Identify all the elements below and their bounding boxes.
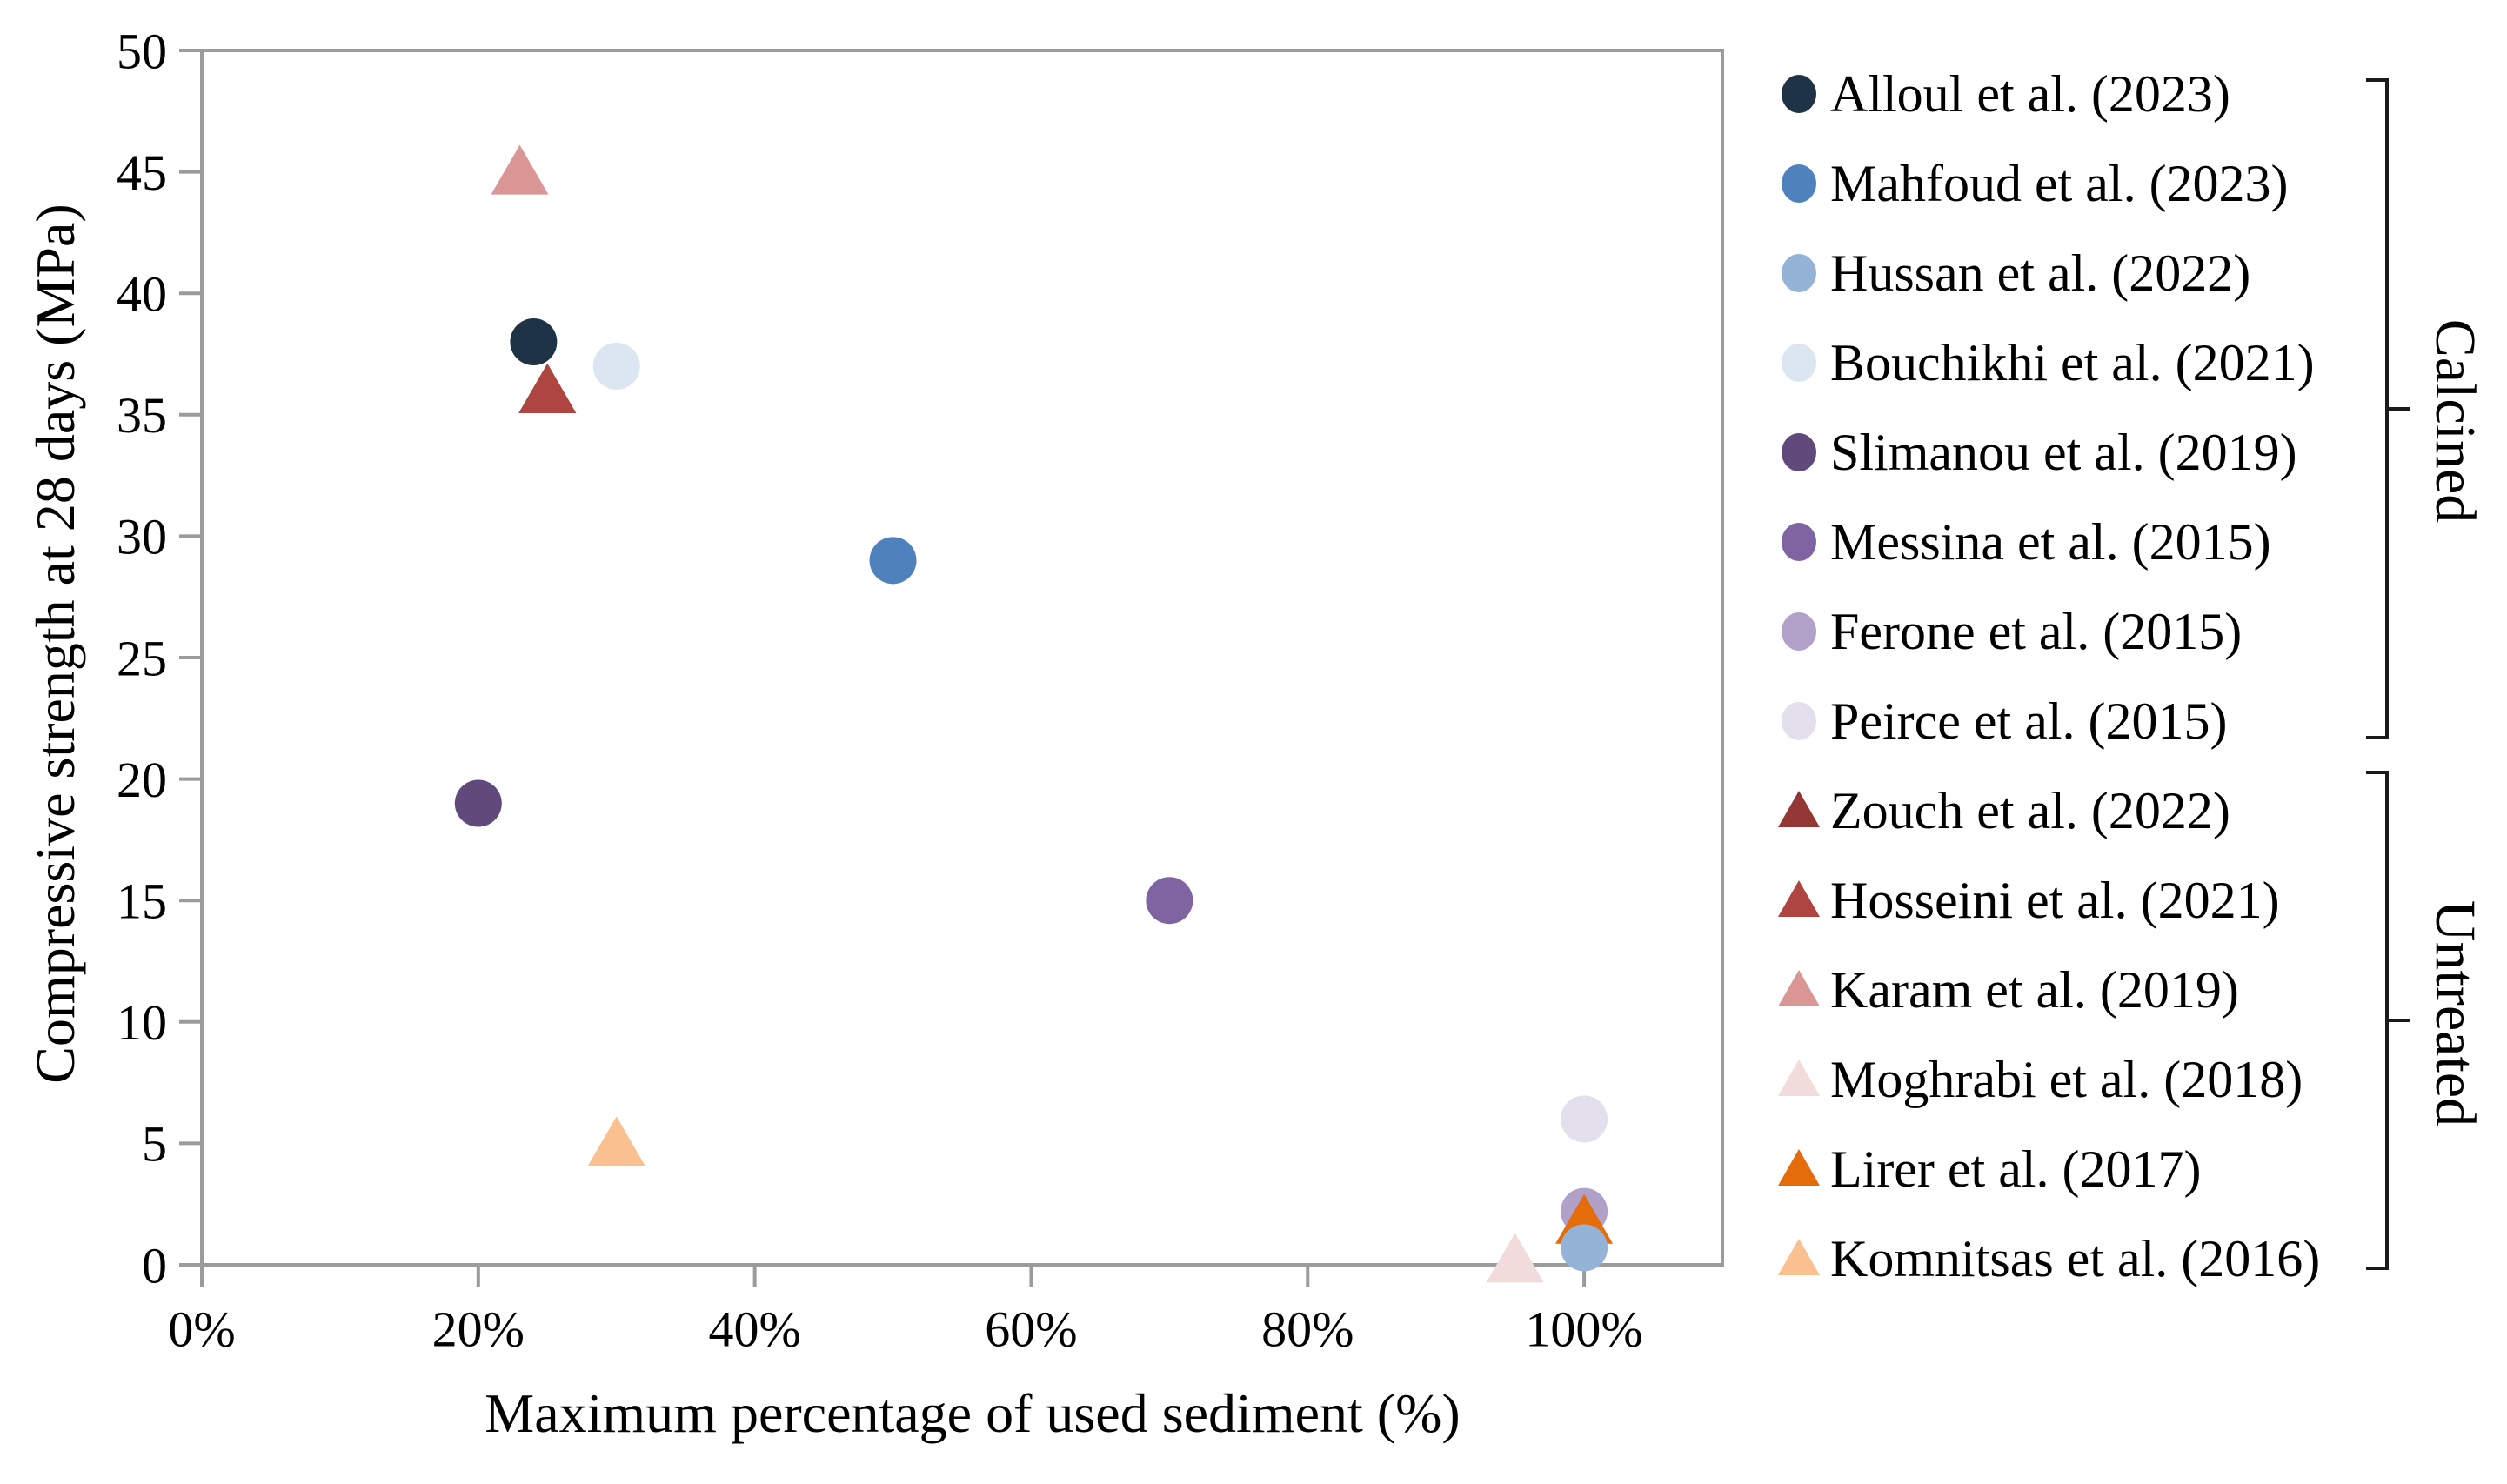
y-tick-label: 0 <box>142 1237 167 1293</box>
data-point: Hosseini et al. (2021) <box>518 363 577 413</box>
bracket-line <box>2366 771 2389 1270</box>
y-tick-label: 5 <box>142 1116 167 1173</box>
x-tick-label: 100% <box>1525 1301 1642 1358</box>
x-tick-label: 0% <box>168 1301 235 1358</box>
group-bracket <box>2366 78 2410 739</box>
bracket-line <box>2366 78 2389 739</box>
data-point: Komnitsas et al. (2016) <box>587 1116 645 1166</box>
y-tick-label: 10 <box>117 994 167 1051</box>
y-tick-label: 25 <box>117 630 167 686</box>
plot-frame <box>200 49 1724 1267</box>
y-tick-label: 40 <box>117 266 167 323</box>
y-tick-label: 45 <box>117 144 167 201</box>
data-point: Hussan et al. (2022) <box>1561 1224 1608 1272</box>
y-axis-title: Compressive strength at 28 days (MPa) <box>24 204 86 1084</box>
x-tick-label: 60% <box>985 1301 1077 1358</box>
data-point: Messina et al. (2015) <box>1146 877 1193 925</box>
x-tick-label: 80% <box>1261 1301 1354 1358</box>
data-point: Alloul et al. (2023) <box>510 318 558 366</box>
y-tick-label: 35 <box>117 387 167 444</box>
y-tick-label: 50 <box>117 23 167 79</box>
y-axis: 0 5 10 15 20 25 30 35 40 45 50 <box>117 23 202 1293</box>
data-point: Bouchikhi et al. (2021) <box>592 342 640 390</box>
group-label-untreated: Untreated <box>2423 899 2487 1127</box>
data-point: Peirce et al. (2015) <box>1561 1095 1608 1143</box>
x-tick-label: 20% <box>432 1301 525 1358</box>
y-tick-label: 30 <box>117 509 167 565</box>
group-label-calcined: Calcined <box>2423 318 2487 524</box>
group-bracket <box>2366 771 2410 1270</box>
data-point: Karam et al. (2019) <box>491 144 549 195</box>
data-points: Alloul et al. (2023) Mahfoud et al. (2023… <box>454 144 1614 1283</box>
y-tick-label: 15 <box>117 873 167 930</box>
data-point: Mahfoud et al. (2023) <box>869 537 917 585</box>
data-point: Moghrabi et al. (2018) <box>1486 1233 1544 1283</box>
x-axis: 0% 20% 40% 60% 80% 100% <box>168 1265 1643 1358</box>
x-tick-label: 40% <box>708 1301 800 1358</box>
y-tick-label: 20 <box>117 752 167 808</box>
x-axis-title: Maximum percentage of used sediment (%) <box>485 1382 1461 1444</box>
data-point: Slimanou et al. (2019) <box>454 779 502 827</box>
